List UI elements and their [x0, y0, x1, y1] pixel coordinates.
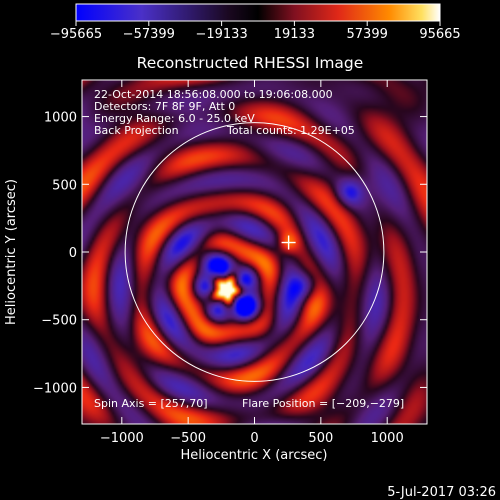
heatmap-image — [82, 80, 427, 424]
x-tick-label: −500 — [170, 431, 206, 446]
colorbar-tick-label: 95665 — [419, 27, 460, 42]
info-flare-position: Flare Position = [−209,−279] — [242, 397, 404, 410]
info-energy-range: Energy Range: 6.0 - 25.0 keV — [94, 112, 255, 125]
y-tick-label: −1000 — [33, 381, 77, 396]
y-tick-label: −500 — [41, 314, 77, 329]
colorbar-tick-label: 19133 — [274, 27, 315, 42]
colorbar-tick-label: −19133 — [195, 27, 247, 42]
y-axis-label: Heliocentric Y (arcsec) — [4, 179, 19, 325]
solar-limb-circle — [124, 122, 385, 382]
y-tick-label: 500 — [52, 178, 77, 193]
date-stamp: 5-Jul-2017 03:26 — [387, 485, 496, 500]
x-tick-label: 0 — [250, 431, 258, 446]
x-tick-label: 1000 — [371, 431, 404, 446]
info-detectors: Detectors: 7F 8F 9F, Att 0 — [94, 100, 235, 113]
info-method: Back Projection — [94, 124, 179, 137]
colorbar: −95665 −57399 −19133 19133 57399 95665 — [50, 3, 461, 42]
y-tick-label: 1000 — [44, 111, 77, 126]
x-tick-label: −1000 — [100, 431, 144, 446]
x-tick-label: 500 — [308, 431, 333, 446]
colorbar-ticks: −95665 −57399 −19133 19133 57399 95665 — [50, 21, 461, 42]
colorbar-gradient — [75, 3, 441, 22]
cross-marker — [281, 235, 296, 250]
info-total-counts: Total counts: 1.29E+05 — [226, 124, 355, 137]
axis-ticks: −1000 −500 0 500 1000 −1000 −500 0 500 1000 — [33, 80, 427, 446]
y-tick-label: 0 — [69, 246, 77, 261]
chart-title: Reconstructed RHESSI Image — [137, 54, 364, 72]
colorbar-tick-label: −57399 — [123, 27, 175, 42]
plot-area: −1000 −500 0 500 1000 −1000 −500 0 500 1000 — [33, 79, 428, 446]
info-block: 22-Oct-2014 18:56:08.000 to 19:06:08.000… — [94, 88, 404, 410]
colorbar-tick-label: 57399 — [347, 27, 388, 42]
info-spin-axis: Spin Axis = [257,70] — [94, 397, 208, 410]
colorbar-tick-label: −95665 — [50, 27, 102, 42]
x-axis-label: Heliocentric X (arcsec) — [181, 448, 328, 463]
info-time-range: 22-Oct-2014 18:56:08.000 to 19:06:08.000 — [94, 88, 333, 101]
